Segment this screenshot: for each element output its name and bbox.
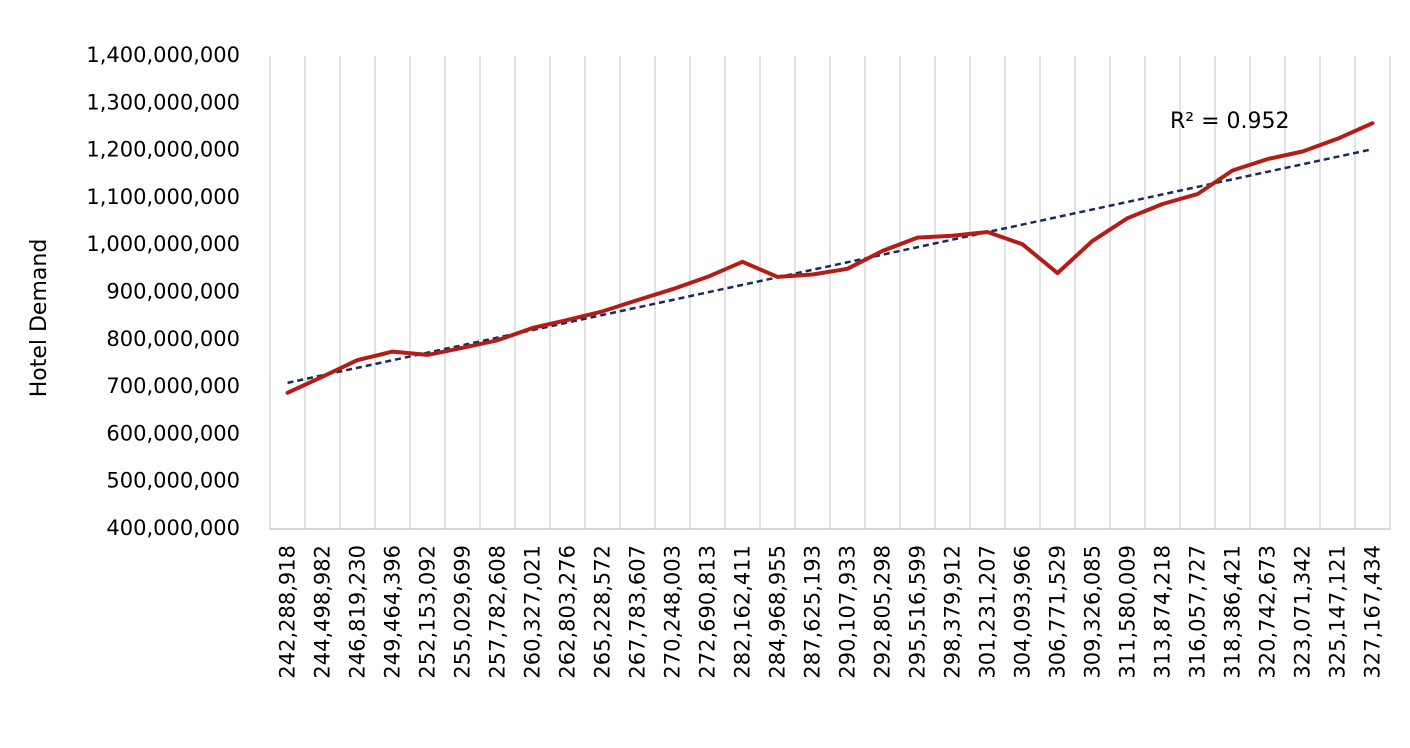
- y-tick-label: 400,000,000: [106, 516, 240, 540]
- x-tick-label: 311,580,009: [1116, 545, 1140, 679]
- x-tick-label: 298,379,912: [941, 545, 965, 679]
- x-tick-label: 292,805,298: [871, 545, 895, 679]
- y-tick-label: 900,000,000: [106, 280, 240, 304]
- r-squared-label: R² = 0.952: [1170, 109, 1290, 134]
- y-tick-label: 800,000,000: [106, 327, 240, 351]
- x-tick-label: 304,093,966: [1011, 545, 1035, 679]
- x-tick-label: 287,625,193: [801, 545, 825, 679]
- x-tick-label: 320,742,673: [1256, 545, 1280, 679]
- y-tick-label: 600,000,000: [106, 421, 240, 445]
- trendline: [287, 147, 1373, 385]
- x-tick-label: 295,516,599: [906, 545, 930, 679]
- x-tick-label: 262,803,276: [556, 545, 580, 679]
- x-tick-label: 327,167,434: [1361, 545, 1385, 679]
- y-tick-label: 1,000,000,000: [86, 232, 240, 256]
- x-tick-label: 284,968,955: [766, 545, 790, 679]
- x-tick-label: 282,162,411: [731, 545, 755, 679]
- x-tick-label: 290,107,933: [836, 545, 860, 679]
- x-tick-label: 260,327,021: [521, 545, 545, 679]
- series-line: [285, 121, 1375, 395]
- y-tick-label: 1,100,000,000: [86, 185, 240, 209]
- y-tick-label: 500,000,000: [106, 469, 240, 493]
- x-tick-label: 252,153,092: [416, 545, 440, 679]
- y-tick-label: 700,000,000: [106, 374, 240, 398]
- x-tick-label: 318,386,421: [1221, 545, 1245, 679]
- x-tick-label: 270,248,003: [661, 545, 685, 679]
- y-tick-label: 1,400,000,000: [86, 43, 240, 67]
- x-tick-label: 257,782,608: [486, 545, 510, 679]
- x-tick-label: 244,498,982: [311, 545, 335, 679]
- y-tick-label: 1,300,000,000: [86, 90, 240, 114]
- x-tick-label: 255,029,699: [451, 545, 475, 679]
- x-tick-label: 309,326,085: [1081, 545, 1105, 679]
- x-tick-label: 272,690,813: [696, 545, 720, 679]
- x-tick-label: 242,288,918: [276, 545, 300, 679]
- x-tick-label: 316,057,727: [1186, 545, 1210, 679]
- y-tick-label: 1,200,000,000: [86, 138, 240, 162]
- y-axis-label: Hotel Demand: [27, 239, 52, 398]
- vertical-gridlines: [269, 56, 1391, 529]
- y-axis-ticks: 400,000,000 500,000,000 600,000,000 700,000…: [86, 43, 240, 540]
- x-tick-label: 267,783,607: [626, 545, 650, 679]
- x-tick-label: 301,231,207: [976, 545, 1000, 679]
- x-tick-label: 313,874,218: [1151, 545, 1175, 679]
- x-tick-label: 323,071,342: [1291, 545, 1315, 679]
- x-tick-label: 325,147,121: [1326, 545, 1350, 679]
- x-tick-label: 249,464,396: [381, 545, 405, 679]
- x-tick-label: 306,771,529: [1046, 545, 1070, 679]
- x-tick-label: 246,819,230: [346, 545, 370, 679]
- x-axis-ticks: 242,288,918 244,498,982 246,819,230 249,464…: [276, 545, 1385, 679]
- x-tick-label: 265,228,572: [591, 545, 615, 679]
- plot-area: [285, 121, 1375, 395]
